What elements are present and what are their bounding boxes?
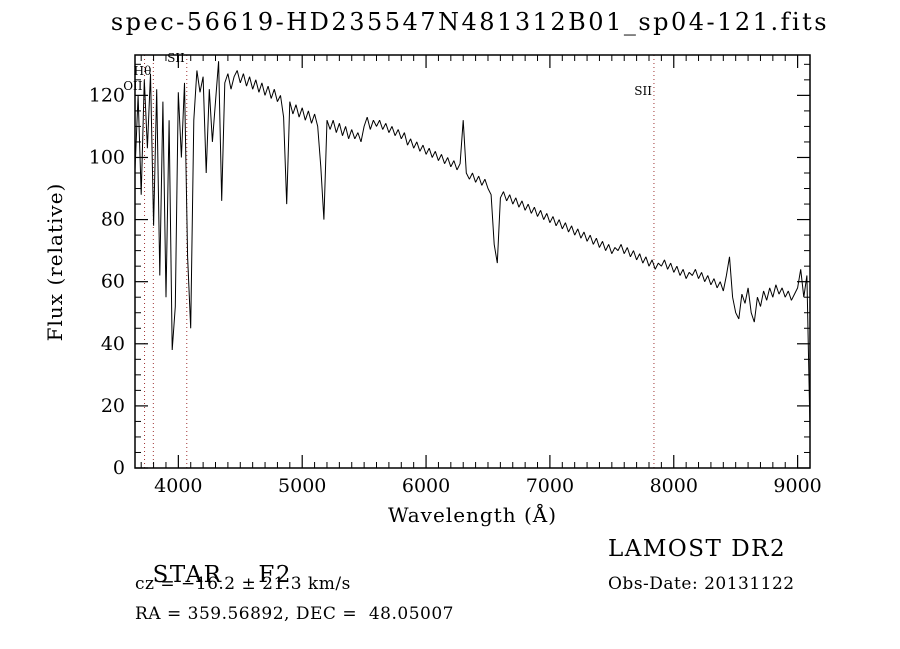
cz-value: cz = −16.2 ± 21.3 km/s <box>135 574 351 594</box>
svg-text:7000: 7000 <box>526 475 574 497</box>
ra-dec-value: RA = 359.56892, DEC = 48.05007 <box>135 604 454 624</box>
svg-text:4000: 4000 <box>154 475 202 497</box>
svg-text:100: 100 <box>89 146 125 168</box>
svg-text:60: 60 <box>101 271 125 293</box>
x-axis-label: Wavelength (Å) <box>387 503 558 527</box>
obs-date-value: Obs-Date: 20131122 <box>608 574 795 594</box>
object-subclass-label: F2 <box>258 562 292 588</box>
svg-text:OII: OII <box>123 79 143 93</box>
svg-text:40: 40 <box>101 333 125 355</box>
survey-label: LAMOST DR2 <box>608 536 787 562</box>
y-axis-label: Flux (relative) <box>43 182 67 342</box>
object-type-label: STAR <box>152 562 223 588</box>
svg-text:9000: 9000 <box>773 475 821 497</box>
svg-text:8000: 8000 <box>650 475 698 497</box>
svg-text:SII: SII <box>634 84 652 98</box>
svg-text:80: 80 <box>101 209 125 231</box>
svg-text:20: 20 <box>101 395 125 417</box>
svg-text:0: 0 <box>113 457 125 479</box>
svg-text:SII: SII <box>167 51 185 65</box>
svg-text:120: 120 <box>89 84 125 106</box>
object-class-line: STAR F2 <box>135 536 292 588</box>
svg-text:6000: 6000 <box>402 475 450 497</box>
svg-text:Hθ: Hθ <box>134 64 152 78</box>
svg-text:5000: 5000 <box>278 475 326 497</box>
plot-title: spec-56619-HD235547N481312B01_sp04-121.f… <box>110 8 830 36</box>
